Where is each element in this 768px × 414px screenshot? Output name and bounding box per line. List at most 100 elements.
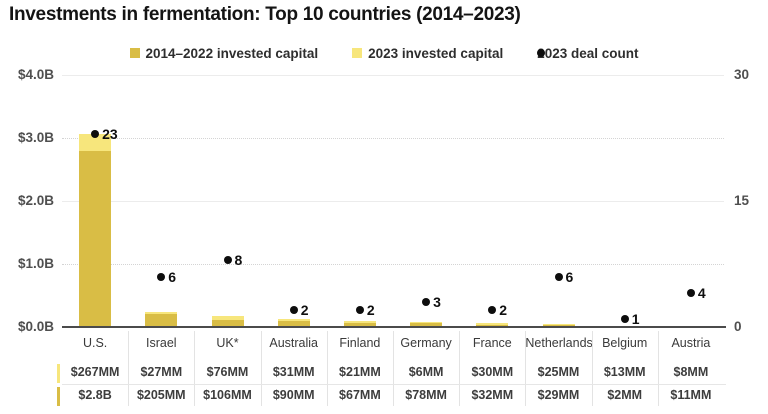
right-axis-tick-label: 0 <box>734 319 742 334</box>
right-axis-tick-label: 30 <box>734 67 750 82</box>
bar-2014-2022-2 <box>211 320 244 327</box>
table-cell-2023: $27MM <box>140 365 183 379</box>
bar-2014-2022-5 <box>410 322 443 327</box>
legend-swatch-icon <box>537 49 546 57</box>
table-column-divider <box>591 331 593 406</box>
table-column-divider <box>260 331 262 406</box>
deal-count-label: 3 <box>433 293 441 310</box>
category-label: Netherlands <box>525 336 593 350</box>
category-label: Austria <box>671 336 711 350</box>
table-cell-2023: $31MM <box>272 365 315 379</box>
deal-count-label: 23 <box>102 125 118 142</box>
table-cell-2014-2022: $90MM <box>272 388 315 402</box>
deal-count-dot <box>289 306 298 315</box>
bar-2023-3 <box>277 319 310 322</box>
deal-count-dot <box>355 306 364 315</box>
bar-2014-2022-4 <box>343 322 376 327</box>
deal-count-dot <box>157 272 166 281</box>
deal-count-label: 2 <box>366 302 375 319</box>
table-cell-2014-2022: $205MM <box>136 388 186 402</box>
table-cell-2014-2022: $29MM <box>537 388 580 402</box>
table-cell-2014-2022: $2MM <box>607 388 643 402</box>
bar-2023-6 <box>476 323 509 325</box>
category-label: Belgium <box>602 336 648 350</box>
deal-count-label: 6 <box>565 268 574 285</box>
table-cell-2023: $13MM <box>603 365 646 379</box>
table-row-marker-2023 <box>57 364 60 383</box>
deal-count-dot <box>686 289 695 298</box>
table-column-divider <box>525 331 527 406</box>
bar-2014-2022-0 <box>79 150 112 327</box>
table-column-divider <box>194 331 196 406</box>
gridline <box>62 264 724 265</box>
deal-count-label: 2 <box>300 302 309 319</box>
gridline <box>62 75 724 76</box>
gridline <box>62 138 724 139</box>
left-axis-tick-label: $4.0B <box>17 67 54 82</box>
table-cell-2014-2022: $67MM <box>339 388 381 402</box>
deal-count-label: 8 <box>234 251 243 268</box>
table-row-marker-2014-2022 <box>57 387 60 406</box>
table-cell-2023: $76MM <box>206 365 249 379</box>
table-row-divider <box>62 384 726 385</box>
deal-count-dot <box>554 272 563 281</box>
legend-label: 2014–2022 invested capital <box>145 45 319 61</box>
left-axis-tick-label: $3.0B <box>17 130 54 145</box>
legend-label: 2023 invested capital <box>368 45 504 61</box>
table-cell-2023: $267MM <box>70 365 120 379</box>
table-cell-2014-2022: $32MM <box>471 388 514 402</box>
legend-label: 2023 deal count <box>537 45 639 61</box>
gridline <box>62 201 724 202</box>
deal-count-dot <box>422 297 431 306</box>
table-cell-2023: $21MM <box>339 365 381 379</box>
x-axis-line <box>62 326 726 328</box>
bar-2023-4 <box>343 321 376 323</box>
deal-count-dot <box>620 314 629 323</box>
deal-count-label: 2 <box>499 302 508 319</box>
chart-legend: 2014–2022 invested capital 2023 invested … <box>0 44 768 62</box>
bar-2014-2022-3 <box>277 321 310 327</box>
category-label: UK* <box>216 336 239 350</box>
left-axis-tick-label: $2.0B <box>17 193 54 208</box>
category-label: Germany <box>400 336 452 350</box>
bar-2014-2022-6 <box>476 324 509 327</box>
bar-2014-2022-1 <box>145 314 178 327</box>
bar-2023-1 <box>145 312 178 315</box>
legend-item: 2023 invested capital <box>352 46 503 61</box>
left-axis-tick-label: $1.0B <box>17 256 54 271</box>
table-cell-2023: $8MM <box>673 365 709 379</box>
bar-2023-2 <box>211 315 244 321</box>
table-column-divider <box>459 331 461 406</box>
category-label: Australia <box>269 336 318 350</box>
table-cell-2014-2022: $2.8B <box>78 388 112 402</box>
right-axis-tick-label: 15 <box>734 193 750 208</box>
deal-count-dot <box>488 306 497 315</box>
deal-count-label: 1 <box>631 310 640 327</box>
table-cell-2014-2022: $78MM <box>405 388 447 402</box>
table-cell-2023: $30MM <box>471 365 514 379</box>
bar-2023-7 <box>542 323 575 326</box>
category-label: France <box>472 336 512 350</box>
table-cell-2014-2022: $106MM <box>203 388 252 402</box>
legend-swatch-icon <box>129 48 140 58</box>
deal-count-label: 6 <box>168 268 177 285</box>
deal-count-dot <box>223 255 232 264</box>
table-column-divider <box>393 331 394 406</box>
page-title: Investments in fermentation: Top 10 coun… <box>9 4 521 25</box>
category-label: Israel <box>145 336 177 350</box>
table-cell-2014-2022: $11MM <box>670 388 712 402</box>
table-cell-2023: $6MM <box>408 365 444 379</box>
legend-item: 2014–2022 invested capital <box>129 45 319 61</box>
bar-2023-0 <box>79 133 112 151</box>
table-cell-2023: $25MM <box>537 365 580 379</box>
deal-count-dot <box>91 129 100 138</box>
deal-count-label: 4 <box>697 285 706 302</box>
category-label: Finland <box>339 336 381 350</box>
left-axis-tick-label: $0.0B <box>17 319 54 334</box>
table-column-divider <box>657 331 659 406</box>
table-column-divider <box>128 331 130 406</box>
table-column-divider <box>326 331 328 406</box>
category-label: U.S. <box>82 336 108 350</box>
